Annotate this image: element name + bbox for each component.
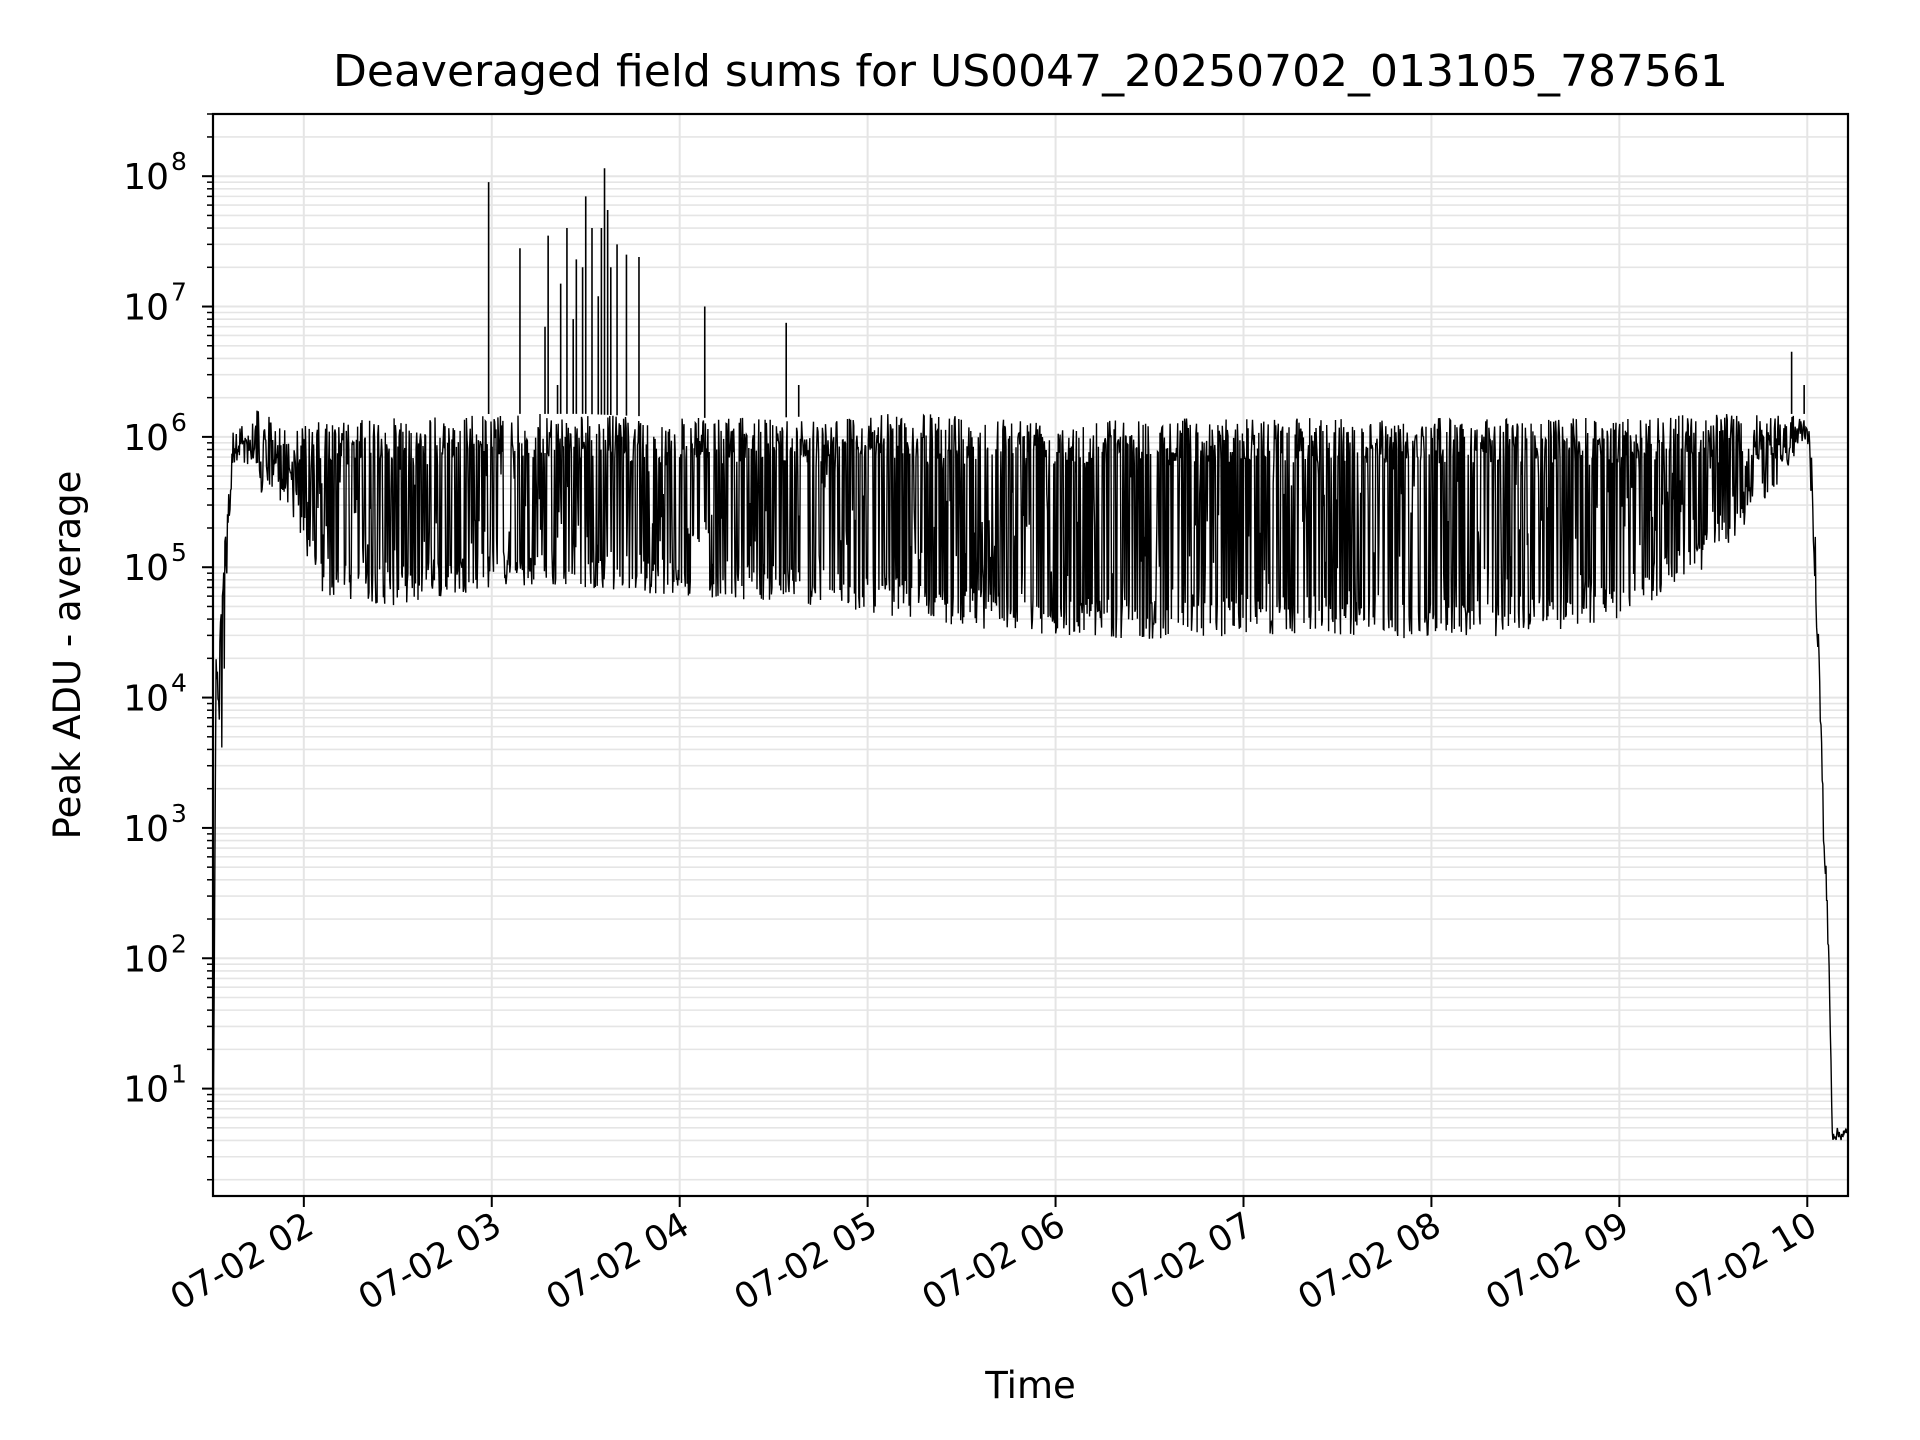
y-tick-base: 10 [123, 288, 169, 329]
y-tick-exponent: 8 [171, 147, 187, 176]
y-tick-label: 10 7 [123, 278, 187, 329]
y-tick-label: 10 3 [123, 799, 187, 850]
y-tick-exponent: 4 [171, 669, 187, 698]
y-tick-base: 10 [123, 1070, 169, 1111]
y-tick-label: 10 8 [123, 147, 187, 198]
grid [213, 113, 1848, 1196]
plot-frame [211, 112, 1850, 1198]
x-axis-label: Time [984, 1364, 1076, 1407]
chart-title: Deaveraged field sums for US0047_2025070… [333, 46, 1728, 97]
y-tick-label: 10 1 [123, 1060, 187, 1111]
y-tick-base: 10 [123, 809, 169, 850]
y-tick-label: 10 6 [123, 408, 187, 459]
y-tick-label: 10 4 [123, 669, 187, 720]
y-tick-base: 10 [123, 418, 169, 459]
y-tick-exponent: 3 [171, 799, 187, 828]
y-tick-exponent: 7 [171, 278, 187, 307]
y-tick-label: 10 2 [123, 929, 187, 980]
y-tick-base: 10 [123, 939, 169, 980]
y-tick-exponent: 5 [171, 538, 187, 567]
series-line [212, 410, 1849, 1196]
y-tick-exponent: 6 [171, 408, 187, 437]
data-series [212, 168, 1849, 1196]
y-tick-base: 10 [123, 157, 169, 198]
y-tick-exponent: 1 [171, 1060, 187, 1089]
y-axis-label: Peak ADU - average [46, 471, 89, 840]
y-tick-exponent: 2 [171, 929, 187, 958]
y-tick-label: 10 5 [123, 538, 187, 589]
y-tick-base: 10 [123, 548, 169, 589]
y-tick-base: 10 [123, 679, 169, 720]
